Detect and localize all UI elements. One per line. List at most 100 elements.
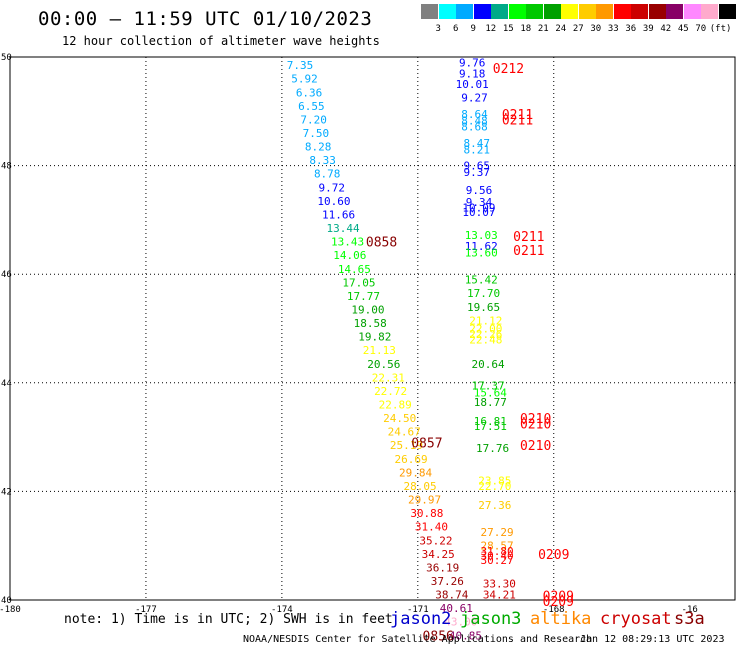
wave-height-value: 14.06 — [333, 249, 366, 262]
wave-height-value: 9.34 — [466, 196, 493, 209]
wave-height-value: 9.56 — [466, 184, 493, 197]
wave-height-value: 13.60 — [465, 246, 498, 259]
satellite-s3a: s3a — [674, 609, 705, 629]
wave-height-value: 8.33 — [309, 154, 336, 167]
wave-height-value: 8.48 — [461, 115, 488, 128]
legend-swatch — [701, 4, 718, 19]
wave-height-value: 29.97 — [408, 494, 441, 507]
wave-height-value: 19.65 — [467, 301, 500, 314]
wave-height-value: 13.43 — [331, 236, 364, 249]
legend-label: 9 — [470, 24, 476, 34]
legend-label: 39 — [642, 24, 654, 34]
wave-height-value: 27.29 — [481, 526, 514, 539]
wave-height-value: 7.35 — [287, 59, 314, 72]
pass-time-label: 0209 — [543, 595, 574, 610]
wave-height-value: 8.21 — [463, 143, 490, 156]
lon-tick-label: -168 — [543, 605, 565, 615]
wave-height-value: 19.00 — [351, 303, 384, 316]
wave-height-value: 8.68 — [461, 121, 488, 134]
wave-height-value: 17.76 — [476, 442, 509, 455]
satellite-altika: altika — [530, 609, 592, 629]
wave-height-value: 7.50 — [303, 127, 330, 140]
legend-swatch — [596, 4, 613, 19]
lon-tick-label: -174 — [271, 605, 293, 615]
wave-height-value: 18.77 — [474, 396, 507, 409]
wave-height-value: 17.05 — [342, 276, 375, 289]
units-note: note: 1) Time is in UTC; 2) SWH is in fe… — [64, 612, 393, 627]
legend-label: 24 — [555, 24, 567, 34]
wave-height-value: 8.28 — [305, 141, 332, 154]
pass-time-label: 0857 — [411, 437, 442, 452]
wave-height-value: 17.37 — [471, 380, 504, 393]
wave-height-value: 10.60 — [317, 195, 350, 208]
wave-height-value: 15.42 — [465, 274, 498, 287]
wave-height-value: 29.84 — [399, 466, 432, 479]
wave-height-value: 5.92 — [291, 73, 318, 86]
wave-height-value: 22.72 — [374, 385, 407, 398]
legend-label: 33 — [607, 24, 619, 34]
wave-height-value: 22.26 — [469, 328, 502, 341]
legend-label: 42 — [660, 24, 672, 34]
legend-label: 21 — [537, 24, 549, 34]
wave-height-value: 43.00 — [444, 616, 477, 629]
wave-height-value: 19.82 — [358, 331, 391, 344]
pass-time-label: 0858 — [366, 236, 397, 251]
pass-time-label: 0212 — [493, 62, 524, 77]
wave-height-value: 9.65 — [463, 160, 490, 173]
wave-height-value: 28.05 — [404, 480, 437, 493]
pass-time-label: 0211 — [502, 108, 533, 123]
wave-height-value: 22.89 — [379, 399, 412, 412]
lon-tick-label: -180 — [0, 605, 21, 615]
wave-height-value: 31.80 — [481, 545, 514, 558]
legend-swatch — [421, 4, 438, 19]
wave-height-value: 8.47 — [463, 137, 490, 150]
wave-height-value: 25.19 — [390, 439, 423, 452]
wave-height-value: 9.37 — [463, 166, 490, 179]
legend-swatch — [491, 4, 508, 19]
pass-time-label: 0211 — [502, 113, 533, 128]
pass-time-label: 0210 — [520, 412, 551, 427]
wave-height-value: 35.22 — [419, 534, 452, 547]
legend-swatch — [683, 4, 701, 19]
map-frame — [9, 56, 736, 601]
pass-time-label: 0209 — [538, 548, 569, 563]
wave-height-value: 21.13 — [363, 344, 396, 357]
legend-swatch — [718, 4, 736, 19]
wave-height-value: 10.09 — [462, 201, 495, 214]
wave-height-value: 8.78 — [314, 168, 341, 181]
lat-tick-label: 40 — [1, 596, 12, 606]
wave-height-value: 22.31 — [372, 371, 405, 384]
legend-label: 18 — [520, 24, 532, 34]
wave-height-value: 8.64 — [461, 108, 488, 121]
wave-height-value: 33.30 — [483, 578, 516, 591]
legend-swatch — [666, 4, 683, 19]
credit-line: NOAA/NESDIS Center for Satellite Applica… — [243, 634, 593, 645]
wave-height-value: 7.20 — [300, 113, 327, 126]
lat-tick-label: 50 — [1, 53, 12, 63]
wave-height-value: 10.01 — [456, 78, 489, 91]
wave-height-value: 15.64 — [474, 387, 507, 400]
pass-time-label: 0211 — [513, 230, 544, 245]
wave-height-value: 11.66 — [322, 208, 355, 221]
wave-height-value: 22.00 — [469, 323, 502, 336]
wave-height-value: 9.18 — [459, 67, 486, 80]
legend-label: 27 — [572, 24, 584, 34]
wave-height-value: 18.58 — [354, 317, 387, 330]
legend-swatch — [526, 4, 543, 19]
legend-swatch — [473, 4, 491, 19]
wave-height-value: 34.21 — [483, 589, 516, 602]
lat-tick-label: 46 — [1, 270, 12, 280]
wave-height-value: 6.55 — [298, 100, 325, 113]
lat-tick-label: 42 — [1, 487, 12, 497]
legend-swatch — [543, 4, 561, 19]
wave-height-value: 17.77 — [347, 290, 380, 303]
legend-label: 45 — [677, 24, 689, 34]
legend-swatch — [508, 4, 526, 19]
pass-time-label: 0209 — [543, 590, 574, 605]
pass-time-label: 0856 — [423, 629, 454, 644]
generated-timestamp: Jan 12 08:29:13 UTC 2023 — [580, 634, 725, 645]
wave-height-value: 22.48 — [469, 333, 502, 346]
legend-label: 3 — [435, 24, 441, 34]
wave-height-value: 14.65 — [338, 263, 371, 276]
